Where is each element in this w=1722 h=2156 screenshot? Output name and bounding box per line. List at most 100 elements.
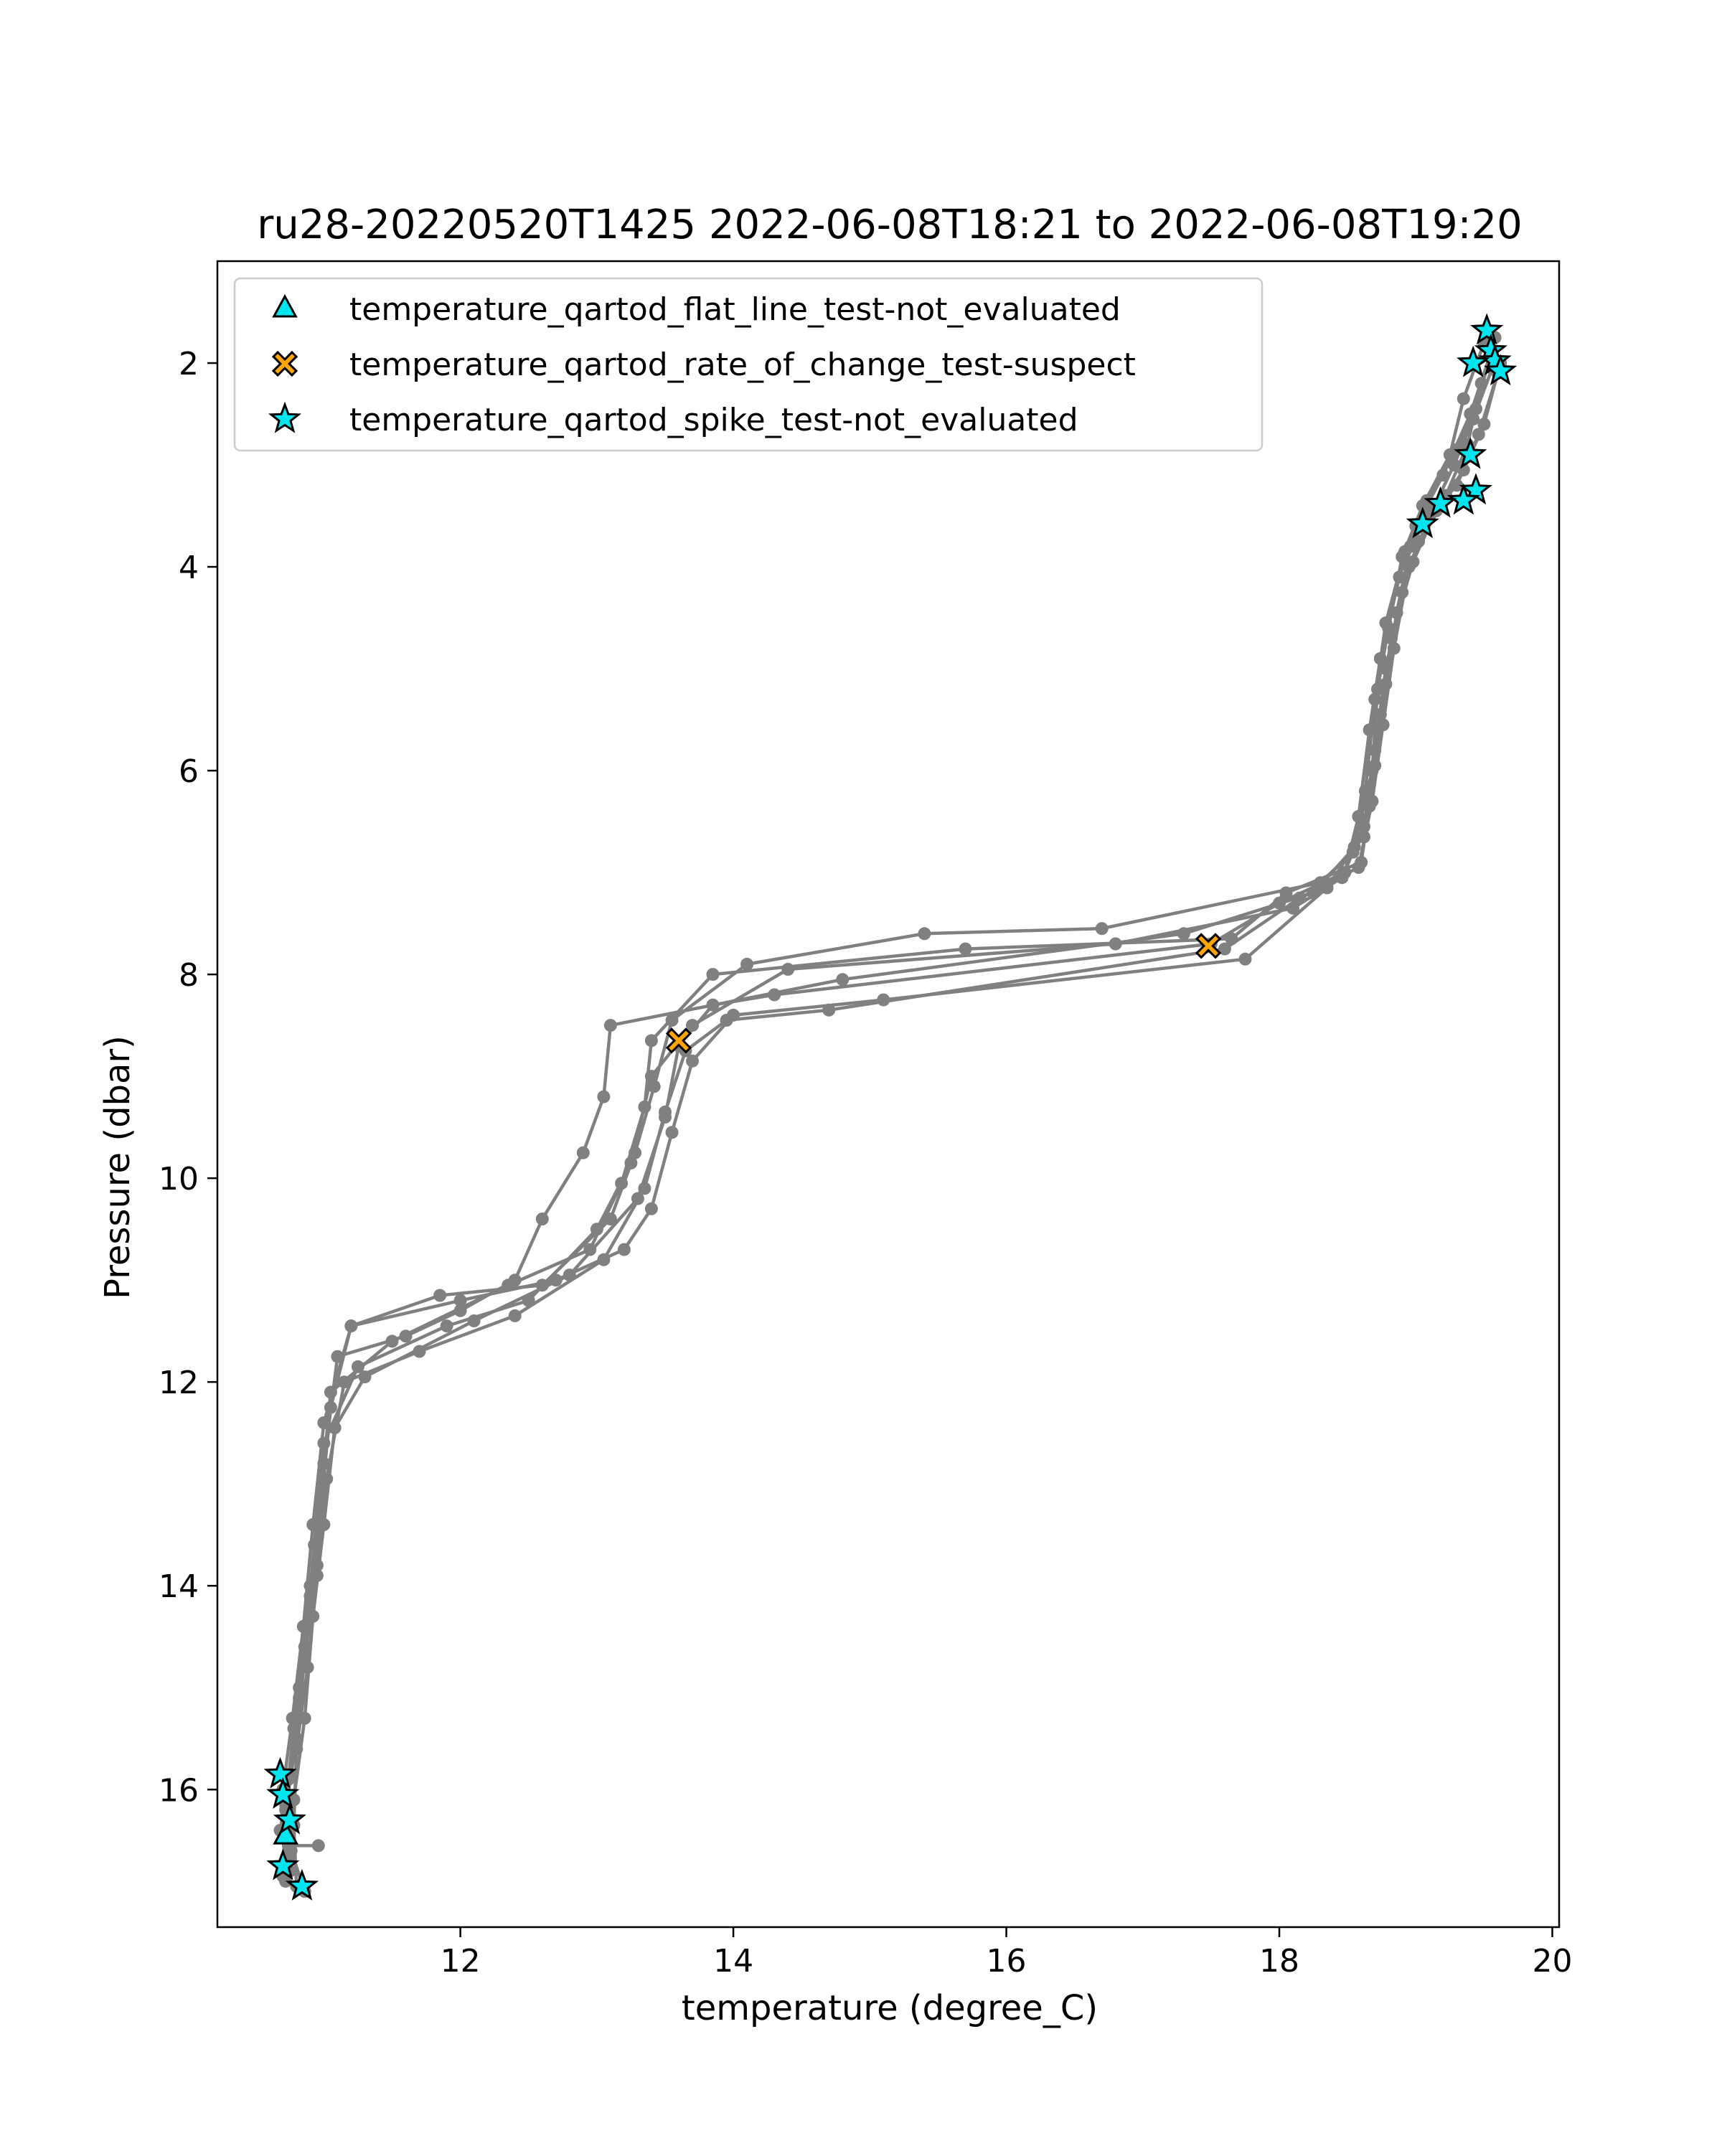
profile-point (644, 1034, 658, 1048)
profile-point (659, 1105, 672, 1119)
axes-frame (216, 260, 1561, 1929)
profile-point (1472, 428, 1485, 441)
profile-point (399, 1329, 413, 1343)
profile-point (1279, 886, 1293, 900)
y-tick-label: 10 (159, 1161, 199, 1197)
profile-point (413, 1345, 426, 1358)
profile-point (344, 1319, 358, 1333)
profile-point (1238, 952, 1252, 966)
profile-point (301, 1660, 314, 1674)
y-axis-label: Pressure (dbar) (98, 1035, 138, 1299)
profile-point (720, 1014, 733, 1027)
profile-point (1335, 871, 1349, 885)
legend-marker-1 (271, 350, 298, 377)
series-2-point (1406, 507, 1439, 539)
profile-point (1443, 448, 1457, 461)
profile-point (1352, 861, 1365, 874)
x-tick-label: 20 (1532, 1943, 1572, 1980)
profile-point (822, 1003, 836, 1017)
y-tick-label: 4 (179, 550, 199, 586)
profile-point (644, 1202, 658, 1215)
series-2-point (1424, 486, 1457, 518)
chart-title: ru28-20220520T1425 2022-06-08T18:21 to 2… (257, 202, 1522, 248)
x-tick-label: 14 (713, 1943, 753, 1980)
series-2-point (273, 1802, 306, 1835)
profile-point (959, 942, 972, 956)
profile-point (597, 1253, 611, 1266)
x-tick-label: 16 (987, 1943, 1027, 1980)
profile-point (644, 1070, 658, 1083)
profile-point (686, 1054, 699, 1068)
profile-point (1467, 413, 1480, 426)
y-tick-label: 14 (159, 1568, 199, 1605)
profile-point (781, 963, 795, 976)
profile-point (836, 973, 850, 987)
series-2-point (1446, 483, 1480, 515)
series-2-point (1457, 345, 1490, 377)
x-tick-label: 18 (1259, 1943, 1299, 1980)
profile-point (311, 1839, 325, 1853)
profile-point (624, 1156, 638, 1169)
y-tick-label: 6 (179, 753, 199, 790)
profile-point (351, 1360, 364, 1373)
profile-point (337, 1375, 351, 1389)
profile-point (1390, 606, 1403, 619)
profile-point (1177, 927, 1190, 941)
profile-point (706, 968, 720, 982)
profile-point (597, 1090, 611, 1103)
x-axis-label: temperature (degree_C) (682, 1988, 1098, 2028)
profile-point (1095, 922, 1109, 936)
series-2-point (1484, 354, 1518, 386)
x-tick-label: 12 (441, 1943, 481, 1980)
legend-label-2: temperature_qartod_spike_test-not_evalua… (349, 402, 1078, 438)
series-2-point (1454, 437, 1487, 469)
series-2-point (266, 1777, 300, 1809)
legend-box (233, 277, 1264, 452)
profile-point (617, 1243, 631, 1256)
profile-point (1363, 723, 1376, 737)
profile-point (453, 1304, 467, 1317)
axis-ticks: 12 14 16 18 20 2 4 6 8 10 12 14 16 (159, 346, 1572, 1980)
profile-point (287, 1722, 301, 1736)
profile-point (440, 1319, 453, 1333)
profile-point (508, 1309, 522, 1322)
profile-point (576, 1146, 590, 1159)
profile-point (317, 1456, 331, 1470)
plot-area (263, 313, 1518, 1901)
profile-point (638, 1182, 651, 1195)
profile-point (310, 1569, 324, 1582)
profile-point (1416, 499, 1429, 512)
profile-point (1382, 621, 1396, 635)
profile-point (535, 1213, 549, 1225)
series-2-point (263, 1756, 297, 1789)
profile-point (1450, 479, 1464, 492)
profile-point (1403, 540, 1417, 553)
profile-point (665, 1126, 679, 1139)
profile-point (1457, 392, 1470, 405)
series-2-point (1470, 313, 1504, 345)
legend-marker-2 (268, 401, 302, 433)
series-1-point (665, 1027, 692, 1054)
legend-label-0: temperature_qartod_flat_line_test-not_ev… (349, 291, 1121, 328)
legend-marker-0 (272, 293, 298, 318)
legend: temperature_qartod_flat_line_test-not_ev… (233, 277, 1264, 452)
profile-point (1368, 759, 1382, 772)
profile-point (1396, 550, 1409, 563)
y-tick-label: 2 (179, 346, 199, 382)
y-tick-label: 12 (159, 1365, 199, 1401)
profile-point (433, 1289, 447, 1302)
profile-point (1286, 901, 1299, 915)
profile-point (290, 1742, 304, 1756)
profile-point (508, 1274, 522, 1287)
profile-point (740, 957, 754, 971)
profile-point (1307, 886, 1320, 900)
profile-point (331, 1350, 344, 1363)
profile-point (522, 1294, 535, 1307)
profile-point (1358, 830, 1370, 844)
profile-point (1379, 677, 1393, 691)
profile-point (603, 1019, 617, 1032)
series-2-point (266, 1848, 300, 1880)
y-tick-label: 8 (179, 957, 199, 994)
